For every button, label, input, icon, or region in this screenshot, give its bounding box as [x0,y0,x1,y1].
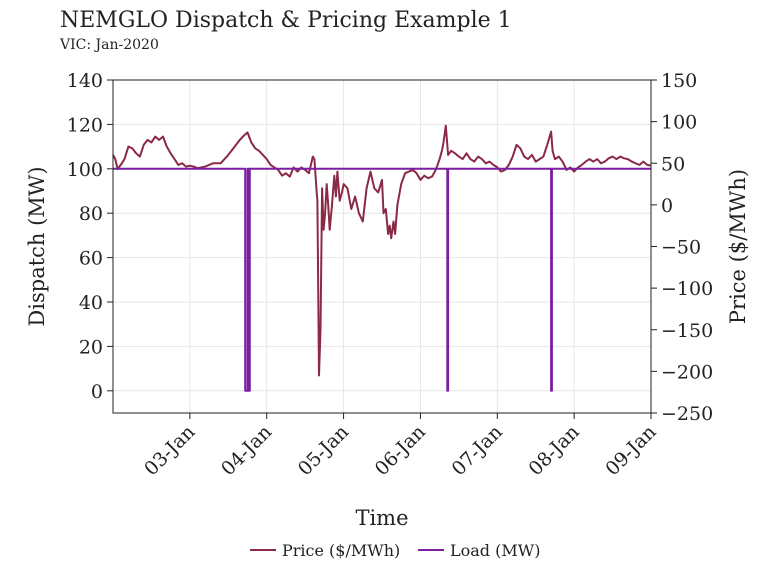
y-tick-label-right: −150 [661,320,713,342]
x-axis-label: Time [355,506,408,530]
x-tick-label: 03-Jan [140,421,199,480]
legend: Price ($/MWh) Load (MW) [250,541,540,560]
load-series-line [113,167,651,392]
legend-label-load: Load (MW) [450,541,540,560]
price-series-line [112,124,652,377]
y-tick-label-right: 100 [661,112,697,134]
tick-group: 03-Jan 04-Jan 05-Jan 06-Jan 07-Jan 08-Jan 09-J… [67,70,713,480]
chart-subtitle: VIC: Jan-2020 [60,37,159,53]
y-tick-label-right: −200 [661,361,713,383]
y-tick-label-left: 80 [79,203,103,225]
y-tick-label-left: 140 [67,70,103,92]
x-tick-label: 07-Jan [448,421,507,480]
legend-label-price: Price ($/MWh) [282,541,400,560]
plot-frame [112,79,652,414]
y-tick-label-left: 60 [79,248,103,270]
x-tick-label: 05-Jan [294,421,353,480]
y-tick-label-right: −100 [661,278,713,300]
y-tick-label-left: 100 [67,159,103,181]
y-tick-label-right: 150 [661,70,697,92]
y-axis-label-right: Price ($/MWh) [726,169,750,324]
x-tick-label: 09-Jan [601,421,660,480]
y-tick-label-left: 40 [79,292,103,314]
y-tick-label-right: 50 [661,153,685,175]
grid-lines [113,79,652,413]
y-axis-label-left: Dispatch (MW) [25,166,49,326]
y-tick-label-right: −250 [661,403,713,425]
x-tick-label: 04-Jan [217,421,276,480]
y-tick-label-right: 0 [661,195,673,217]
chart-title: NEMGLO Dispatch & Pricing Example 1 [60,8,512,33]
y-tick-label-right: −50 [661,237,701,259]
y-tick-label-left: 20 [79,336,103,358]
y-tick-label-left: 120 [67,114,103,136]
x-tick-label: 06-Jan [371,421,430,480]
y-tick-label-left: 0 [91,381,103,403]
x-tick-label: 08-Jan [524,421,583,480]
series-group [112,124,652,392]
